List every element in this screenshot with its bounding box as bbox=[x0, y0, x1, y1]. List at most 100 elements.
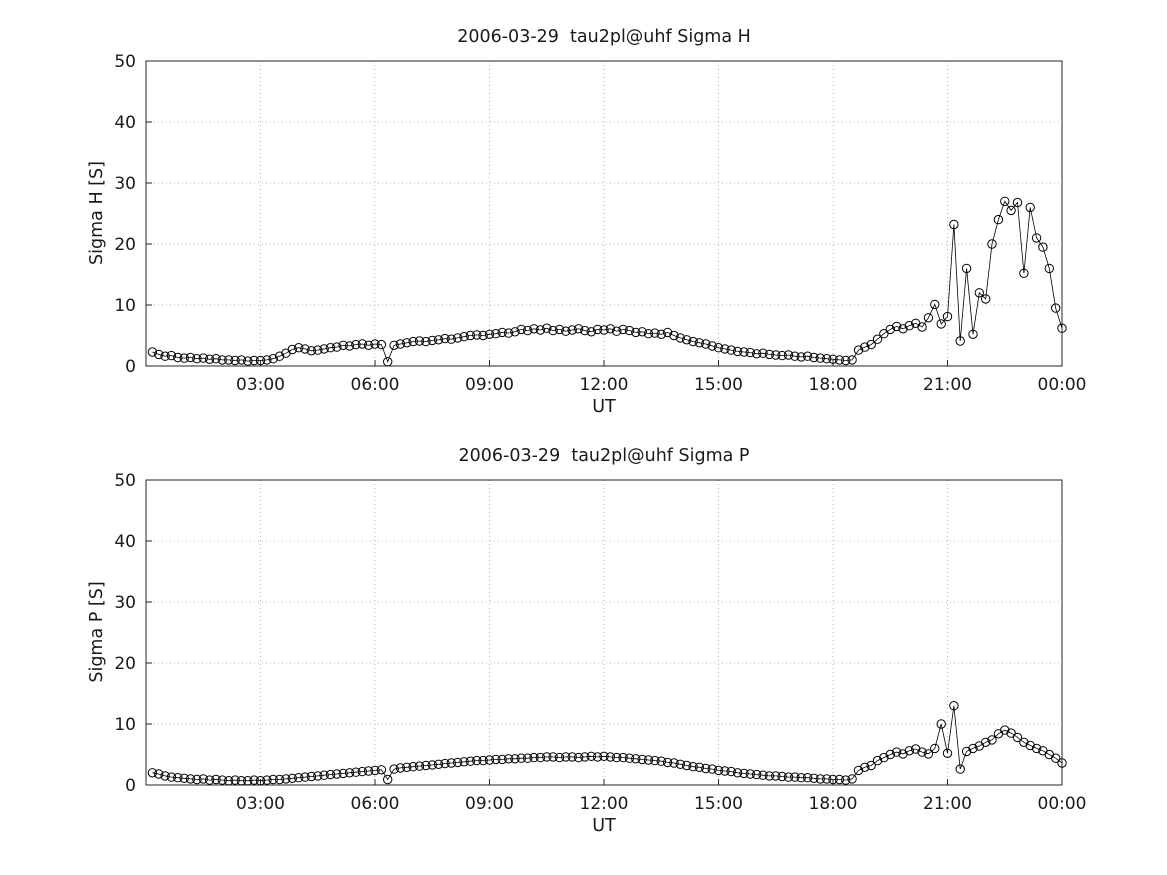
data-point-marker bbox=[631, 754, 641, 764]
data-point-marker bbox=[783, 350, 794, 360]
data-point-marker bbox=[955, 336, 965, 346]
data-point-marker bbox=[402, 338, 412, 348]
data-point-marker bbox=[949, 219, 959, 230]
sigma-p-x-axis-label: UT bbox=[592, 816, 616, 836]
data-point-marker bbox=[472, 330, 482, 340]
data-point-marker bbox=[662, 757, 673, 768]
sigma-h-title: 2006-03-29 tau2pl@uhf Sigma H bbox=[457, 27, 751, 47]
data-point-marker bbox=[516, 324, 526, 335]
x-tick-label: 18:00 bbox=[809, 375, 858, 395]
data-point-marker bbox=[637, 327, 647, 337]
data-point-marker bbox=[421, 336, 431, 347]
data-point-marker bbox=[523, 325, 533, 336]
data-point-marker bbox=[332, 769, 342, 779]
data-point-marker bbox=[325, 343, 336, 353]
data-point-marker bbox=[860, 342, 870, 352]
data-point-marker bbox=[720, 766, 730, 776]
data-point-marker bbox=[1000, 725, 1010, 735]
data-point-marker bbox=[542, 323, 552, 333]
data-point-marker bbox=[612, 326, 622, 336]
data-point-marker bbox=[198, 353, 209, 363]
data-point-marker bbox=[147, 347, 158, 357]
data-point-marker bbox=[637, 754, 647, 765]
data-point-marker bbox=[465, 756, 476, 766]
data-point-marker bbox=[529, 752, 539, 763]
data-point-marker bbox=[230, 775, 240, 785]
data-point-marker bbox=[879, 752, 889, 763]
data-point-marker bbox=[249, 355, 259, 366]
data-point-marker bbox=[1025, 202, 1035, 213]
data-point-marker bbox=[313, 771, 323, 781]
data-point-marker bbox=[802, 351, 813, 361]
data-point-marker bbox=[224, 776, 234, 786]
x-tick-label: 09:00 bbox=[465, 375, 514, 395]
data-point-marker bbox=[573, 752, 584, 763]
data-point-marker bbox=[885, 749, 895, 760]
data-point-marker bbox=[160, 351, 170, 361]
data-point-marker bbox=[866, 339, 876, 350]
data-point-marker bbox=[255, 776, 266, 786]
data-point-marker bbox=[828, 354, 838, 364]
data-point-marker bbox=[1057, 323, 1067, 333]
data-point-marker bbox=[739, 347, 749, 357]
data-point-marker bbox=[268, 774, 278, 785]
data-point-marker bbox=[243, 776, 253, 786]
x-tick-label: 06:00 bbox=[351, 794, 400, 814]
data-point-marker bbox=[841, 355, 851, 366]
data-point-marker bbox=[930, 743, 940, 754]
data-point-marker bbox=[395, 339, 406, 349]
data-point-marker bbox=[154, 349, 164, 360]
data-point-marker bbox=[942, 748, 953, 758]
sigma-p-y-axis-label: Sigma P [S] bbox=[87, 581, 107, 683]
data-point-marker bbox=[758, 770, 768, 780]
data-point-marker bbox=[911, 744, 921, 754]
data-point-marker bbox=[198, 774, 209, 784]
data-point-marker bbox=[592, 324, 603, 335]
data-point-marker bbox=[224, 355, 234, 365]
y-tick-label: 40 bbox=[114, 113, 136, 133]
data-point-marker bbox=[491, 329, 501, 339]
x-tick-label: 03:00 bbox=[236, 794, 285, 814]
data-point-marker bbox=[586, 751, 596, 761]
data-point-marker bbox=[542, 752, 552, 762]
data-point-marker bbox=[968, 743, 978, 754]
data-point-marker bbox=[853, 765, 864, 776]
data-point-marker bbox=[904, 321, 914, 331]
sigma-h-x-axis-label: UT bbox=[592, 397, 616, 417]
data-point-marker bbox=[402, 762, 412, 772]
data-point-marker bbox=[383, 357, 393, 367]
data-point-marker bbox=[618, 752, 628, 763]
data-point-marker bbox=[173, 773, 183, 783]
x-tick-label: 12:00 bbox=[580, 375, 629, 395]
data-point-marker bbox=[344, 341, 355, 351]
data-point-marker bbox=[1019, 268, 1029, 279]
data-point-marker bbox=[777, 350, 787, 361]
data-point-marker bbox=[1051, 753, 1061, 763]
data-point-marker bbox=[453, 333, 463, 343]
data-point-marker bbox=[370, 339, 380, 349]
data-point-marker bbox=[185, 352, 196, 363]
data-point-marker bbox=[154, 769, 164, 779]
data-point-marker bbox=[389, 764, 399, 774]
data-point-marker bbox=[262, 775, 272, 785]
data-point-marker bbox=[236, 355, 247, 365]
data-point-marker bbox=[682, 335, 692, 345]
data-point-marker bbox=[1006, 728, 1016, 738]
data-point-marker bbox=[624, 325, 635, 336]
data-point-marker bbox=[516, 753, 526, 763]
data-point-marker bbox=[936, 719, 946, 729]
data-point-marker bbox=[917, 322, 927, 332]
data-point-marker bbox=[567, 752, 577, 762]
y-tick-label: 50 bbox=[114, 471, 136, 491]
data-point-marker bbox=[376, 765, 387, 775]
data-point-marker bbox=[363, 340, 374, 350]
data-point-marker bbox=[605, 752, 616, 762]
data-point-marker bbox=[414, 336, 425, 346]
data-point-marker bbox=[981, 294, 991, 304]
data-point-marker bbox=[179, 353, 189, 363]
data-point-marker bbox=[917, 747, 927, 757]
data-point-marker bbox=[764, 349, 775, 360]
data-point-marker bbox=[777, 771, 787, 782]
data-point-marker bbox=[955, 764, 965, 774]
data-point-marker bbox=[274, 774, 285, 785]
